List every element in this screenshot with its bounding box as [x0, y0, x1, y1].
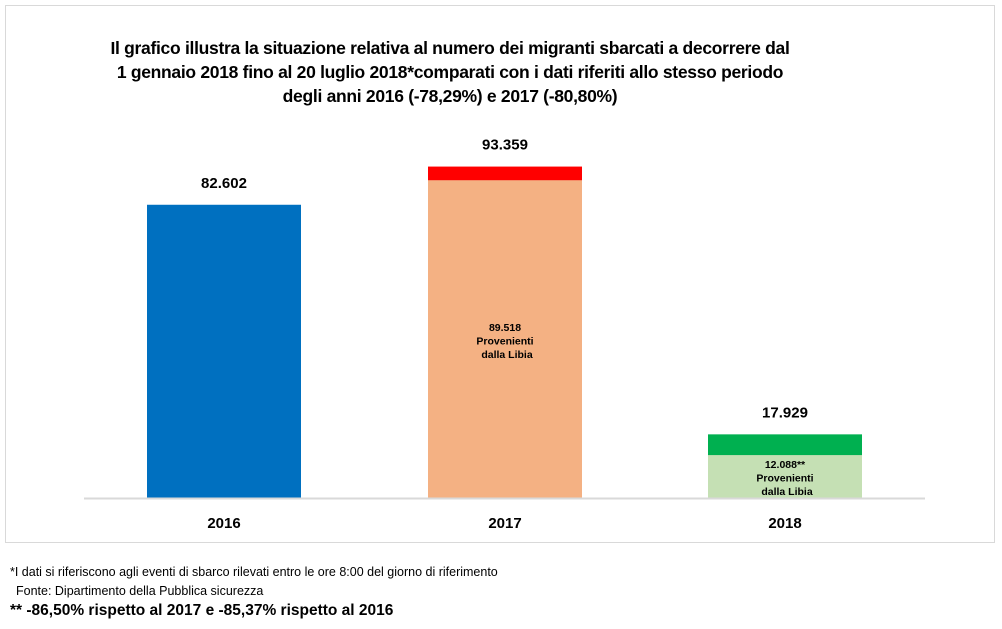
libia-label-line: 89.518	[489, 322, 521, 334]
footnote-source: Fonte: Dipartimento della Pubblica sicur…	[16, 584, 264, 598]
value-label-2017: 93.359	[482, 137, 528, 154]
chart-title: Il grafico illustra la situazione relati…	[40, 36, 860, 108]
category-label-2018: 2018	[768, 515, 801, 532]
title-line-2: 1 gennaio 2018 fino al 20 luglio 2018*co…	[116, 62, 784, 82]
bar-2016-total	[147, 204, 301, 499]
value-label-2018: 17.929	[762, 404, 808, 421]
title-line-3: degli anni 2016 (-78,29%) e 2017 (-80,80…	[282, 86, 618, 106]
bar-2017-libia	[428, 180, 582, 498]
bar-2017-libia-label: 89.518 Provenienti dalla Libia	[476, 322, 533, 361]
value-label-2016: 82.602	[201, 175, 247, 192]
bar-2018-libia-label: 12.088** Provenienti dalla Libia	[756, 459, 813, 498]
libia-label-line: dalla Libia	[761, 486, 813, 498]
category-label-2017: 2017	[488, 515, 521, 532]
title-line-1: Il grafico illustra la situazione relati…	[110, 38, 790, 58]
libia-label-line: Provenienti	[476, 336, 533, 348]
libia-label-line: Provenienti	[756, 473, 813, 485]
libia-label-line: 12.088**	[765, 459, 806, 471]
footnotes: *I dati si riferiscono agli eventi di sb…	[10, 563, 498, 622]
libia-label-line: dalla Libia	[481, 349, 533, 361]
bar-2018-libia	[708, 455, 862, 498]
footnote-data-timing: *I dati si riferiscono agli eventi di sb…	[10, 565, 498, 579]
footnote-percentages: ** -86,50% rispetto al 2017 e -85,37% ri…	[10, 602, 394, 619]
category-label-2016: 2016	[207, 515, 240, 532]
